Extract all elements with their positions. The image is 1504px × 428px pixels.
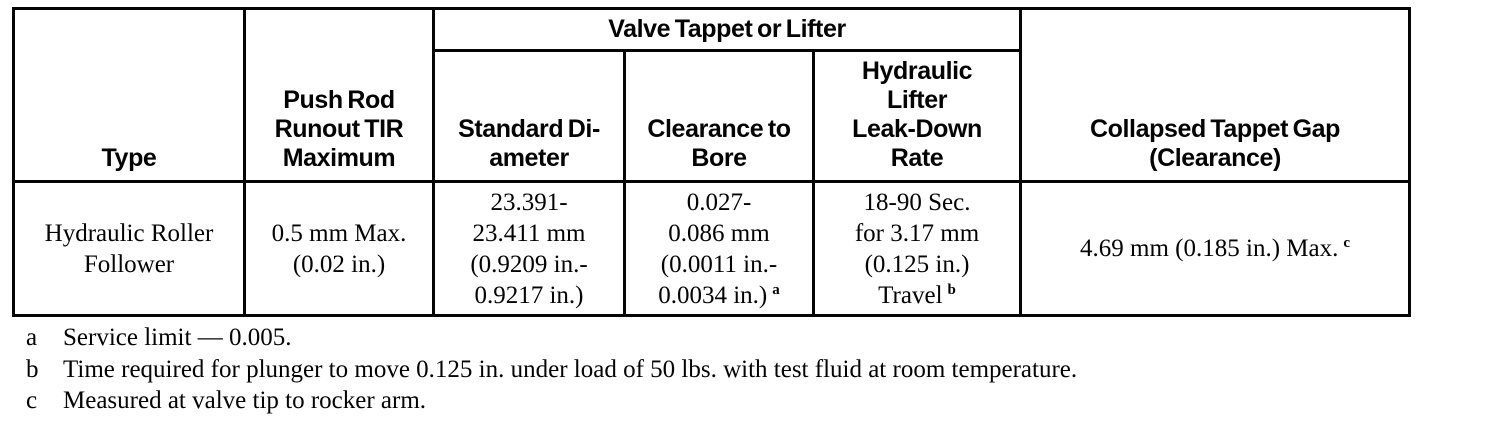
col-header-standard-diameter: Standard Di- ameter [432,49,626,183]
cell-type: Hydraulic Roller Follower [12,180,246,317]
table-row: Hydraulic Roller Follower 0.5 mm Max. (0… [12,180,1412,317]
footnote-c-letter: c [26,387,38,414]
cell-clearance-to-bore-value: 0.027- 0.086 mm (0.0011 in.- 0.0034 in.) [658,188,778,309]
cell-standard-diameter: 23.391- 23.411 mm (0.9209 in.- 0.9217 in… [432,180,626,317]
cell-leak-down-rate-value: 18-90 Sec. for 3.17 mm (0.125 in.) Trave… [854,188,980,309]
col-header-leak-down-rate-label: Hydraulic Lifter Leak-Down Rate [852,57,982,172]
cell-collapsed-tappet-gap: 4.69 mm (0.185 in.) Max. c [1019,180,1412,317]
col-header-leak-down-rate: Hydraulic Lifter Leak-Down Rate [811,49,1023,183]
col-header-collapsed-tappet-gap: Collapsed Tappet Gap (Clearance) [1019,7,1412,183]
cell-type-value: Hydraulic Roller Follower [44,219,214,278]
col-header-collapsed-tappet-gap-label: Collapsed Tappet Gap (Clearance) [1089,115,1341,172]
col-header-clearance-to-bore: Clearance to Bore [623,49,815,183]
footnote-ref-c: c [1343,235,1351,251]
footnote-b-text: Time required for plunger to move 0.125 … [63,355,1078,383]
cell-standard-diameter-value: 23.391- 23.411 mm (0.9209 in.- 0.9217 in… [470,188,588,309]
cell-push-rod-runout-value: 0.5 mm Max. (0.02 in.) [271,219,407,278]
col-header-type-label: Type [101,144,157,172]
col-header-push-rod-runout-label: Push Rod Runout TIR Maximum [274,86,404,172]
footnote-ref-b: b [947,281,956,298]
footnote-a-letter: a [26,324,38,351]
valve-tappet-spec-table: Type Push Rod Runout TIR Maximum Valve T… [12,7,1412,317]
footnote-a-text: Service limit — 0.005. [63,324,292,351]
col-header-clearance-to-bore-label: Clearance to Bore [647,115,791,172]
group-header-label: Valve Tappet or Lifter [608,15,846,43]
cell-leak-down-rate: 18-90 Sec. for 3.17 mm (0.125 in.) Trave… [811,180,1023,317]
footnote-c-text: Measured at valve tip to rocker arm. [63,387,427,414]
footnote-a: a Service limit — 0.005. [26,322,1077,354]
footnote-b: b Time required for plunger to move 0.12… [26,354,1077,386]
col-header-type: Type [12,7,246,183]
cell-clearance-to-bore: 0.027- 0.086 mm (0.0011 in.- 0.0034 in.)… [623,180,815,317]
footnote-c: c Measured at valve tip to rocker arm. [26,385,1077,417]
footnote-b-letter: b [26,355,39,383]
group-header-valve-tappet-or-lifter: Valve Tappet or Lifter [431,7,1023,52]
footnote-ref-a: a [772,281,780,298]
col-header-push-rod-runout: Push Rod Runout TIR Maximum [243,7,435,183]
footnotes: a Service limit — 0.005. b Time required… [26,322,1077,417]
cell-collapsed-tappet-gap-value: 4.69 mm (0.185 in.) Max. [1080,235,1339,262]
cell-push-rod-runout: 0.5 mm Max. (0.02 in.) [243,180,435,317]
col-header-standard-diameter-label: Standard Di- ameter [458,115,600,172]
